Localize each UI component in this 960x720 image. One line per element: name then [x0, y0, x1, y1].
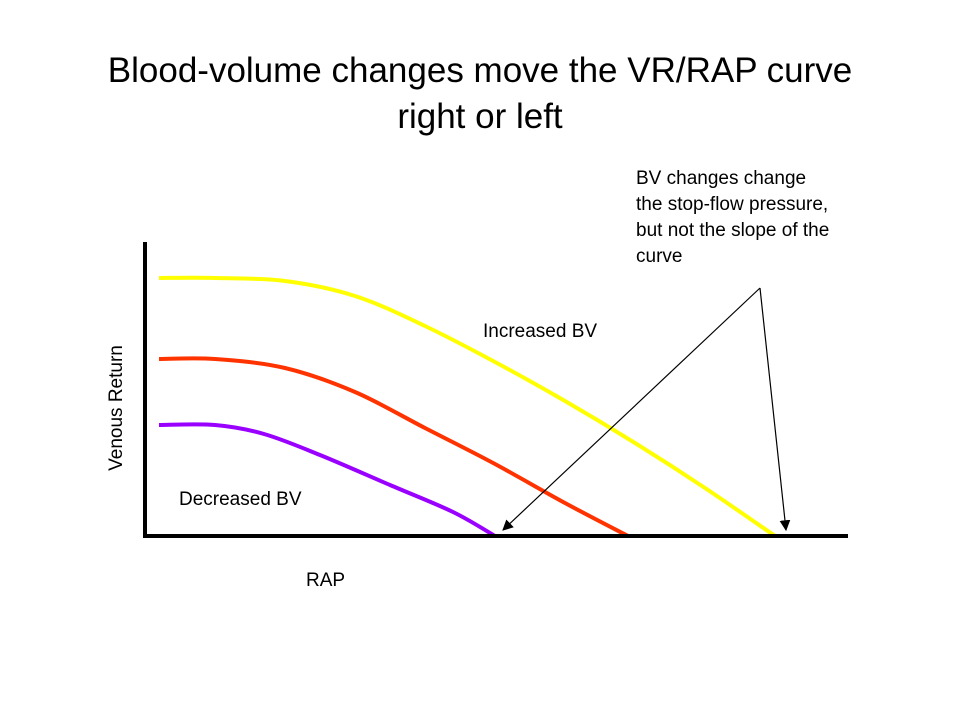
- series-line-1: [158, 356, 629, 538]
- increased-bv-label: Increased BV: [483, 321, 598, 342]
- callout-line-2: the stop-flow pressure,: [636, 194, 829, 215]
- title-line-2: right or left: [397, 97, 563, 136]
- x-axis-label: RAP: [306, 570, 346, 591]
- callout-arrow-left: [502, 287, 761, 531]
- callout-text: BV changes change the stop-flow pressure…: [636, 166, 896, 270]
- callout-line-1: BV changes change: [636, 168, 807, 189]
- slide-title: Blood-volume changes move the VR/RAP cur…: [60, 48, 900, 140]
- series-line-0: [158, 275, 777, 538]
- callout-arrow-right: [759, 287, 791, 532]
- series-line-2: [158, 422, 496, 538]
- callout-line-3: but not the slope of the: [636, 220, 830, 241]
- title-line-1: Blood-volume changes move the VR/RAP cur…: [107, 51, 853, 90]
- callout-line-4: curve: [636, 246, 683, 267]
- decreased-bv-label: Decreased BV: [179, 489, 302, 510]
